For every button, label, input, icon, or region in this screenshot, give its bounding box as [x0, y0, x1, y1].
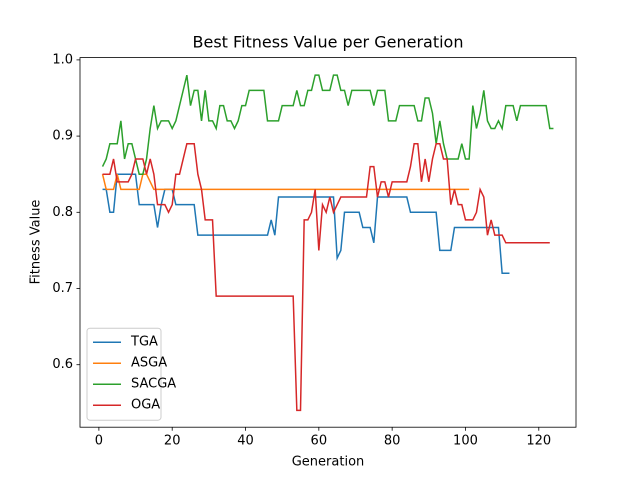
x-tick-label: 0: [95, 434, 103, 449]
series-line: [101, 74, 554, 175]
y-tick-label: 0.7: [52, 281, 73, 296]
legend-label: ASGA: [131, 356, 167, 371]
legend-label: OGA: [131, 398, 160, 413]
x-tick-label: 60: [311, 434, 328, 449]
chart-title: Best Fitness Value per Generation: [193, 33, 464, 52]
series-line: [102, 142, 550, 412]
y-tick-label: 0.9: [52, 129, 73, 144]
x-tick-label: 40: [237, 434, 254, 449]
y-tick-label: 1.0: [52, 52, 73, 67]
series-line: [101, 173, 470, 191]
x-axis-label: Generation: [292, 455, 365, 470]
x-tick-label: 100: [453, 434, 478, 449]
y-axis-label: Fitness Value: [29, 200, 44, 285]
y-tick-label: 0.6: [52, 357, 73, 372]
legend-label: SACGA: [131, 377, 176, 392]
legend-label: TGA: [130, 335, 158, 350]
x-tick-label: 20: [164, 434, 181, 449]
plot-frame: [79, 57, 577, 428]
x-tick-label: 80: [384, 434, 401, 449]
x-tick-label: 120: [526, 434, 551, 449]
y-tick-label: 0.8: [52, 205, 73, 220]
legend-box: [86, 327, 162, 421]
